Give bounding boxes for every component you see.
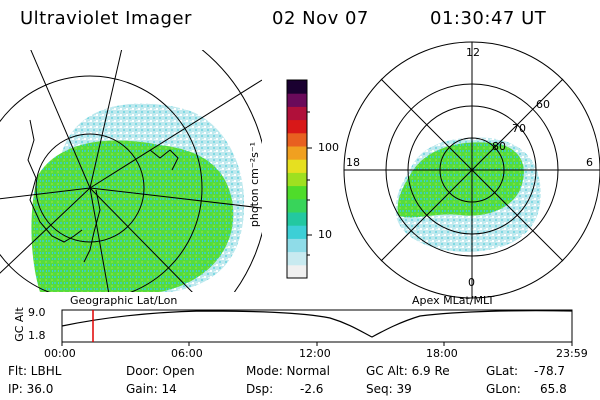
- mode-info: Mode: Normal: [246, 364, 330, 378]
- geo-aurora: [31, 140, 234, 292]
- mlat-label-60: 60: [536, 98, 550, 111]
- colorbar-swatch: [287, 238, 307, 253]
- colorbar-unit-label: photon cm⁻²s⁻¹: [248, 141, 262, 228]
- date-label: 02 Nov 07: [272, 8, 369, 29]
- colorbar-swatch: [287, 106, 307, 121]
- geo-grid: [0, 50, 262, 292]
- colorbar-swatch: [287, 212, 307, 226]
- mlat-label-80: 80: [492, 140, 506, 153]
- gc-alt-info: GC Alt: 6.9 Re: [366, 364, 450, 378]
- colorbar-swatch: [287, 93, 307, 107]
- colorbar-tick-10: 10: [318, 228, 332, 241]
- mlat-label-70: 70: [512, 122, 526, 135]
- colorbar-swatch: [287, 132, 307, 147]
- seq-info: Seq: 39: [366, 382, 412, 396]
- time-label: 01:30:47 UT: [430, 8, 547, 29]
- gc-alt-curve: [61, 310, 573, 338]
- colorbar: [286, 79, 308, 279]
- timeline-ytick-high: 9.0: [28, 306, 46, 319]
- dsp-value: -2.6: [300, 382, 324, 396]
- colorbar-swatch: [287, 146, 307, 160]
- colorbar-swatch: [287, 119, 307, 134]
- geographic-map: [0, 50, 262, 292]
- filter-info: Flt: LBHL: [8, 364, 62, 378]
- glon-label: GLon:: [486, 382, 521, 396]
- timeline-plot: [61, 309, 573, 346]
- dsp-label: Dsp:: [246, 382, 274, 396]
- mlt-label-6: 6: [586, 156, 593, 169]
- colorbar-swatch: [287, 185, 307, 200]
- timeline-ylabel: GC Alt: [12, 307, 26, 342]
- gain-info: Gain: 14: [126, 382, 177, 396]
- apex-aurora: [397, 142, 524, 218]
- geo-panel-caption: Geographic Lat/Lon: [70, 294, 178, 307]
- glat-value: -78.7: [534, 364, 566, 378]
- colorbar-swatch: [287, 159, 307, 173]
- apex-grid: [343, 41, 600, 299]
- glat-label: GLat:: [486, 364, 519, 378]
- timeline-xtick-0000: 00:00: [44, 347, 76, 360]
- colorbar-ticks: [307, 111, 312, 256]
- colorbar-border: [286, 79, 308, 279]
- instrument-title: Ultraviolet Imager: [20, 8, 192, 29]
- timeline-xtick-2359: 23:59: [556, 347, 588, 360]
- timeline-xtick-1800: 18:00: [426, 347, 458, 360]
- mlt-label-18: 18: [346, 156, 360, 169]
- timeline-xtick-1200: 12:00: [299, 347, 331, 360]
- colorbar-swatch: [287, 264, 307, 279]
- colorbar-tick-100: 100: [318, 141, 339, 154]
- colorbar-swatch: [287, 198, 307, 213]
- apex-map: [343, 41, 600, 299]
- colorbar-swatch: [287, 80, 307, 94]
- mlt-label-0: 0: [468, 276, 475, 289]
- glon-value: 65.8: [540, 382, 567, 396]
- coastline: [27, 119, 179, 263]
- colorbar-swatch: [287, 251, 307, 266]
- colorbar-swatch: [287, 172, 307, 187]
- timeline-xtick-0600: 06:00: [171, 347, 203, 360]
- colorbar-swatch: [287, 225, 307, 239]
- door-info: Door: Open: [126, 364, 195, 378]
- ip-info: IP: 36.0: [8, 382, 54, 396]
- apex-panel-caption: Apex MLat/MLT: [412, 294, 495, 307]
- timeline-ytick-low: 1.8: [28, 329, 46, 342]
- mlt-label-12: 12: [466, 46, 480, 59]
